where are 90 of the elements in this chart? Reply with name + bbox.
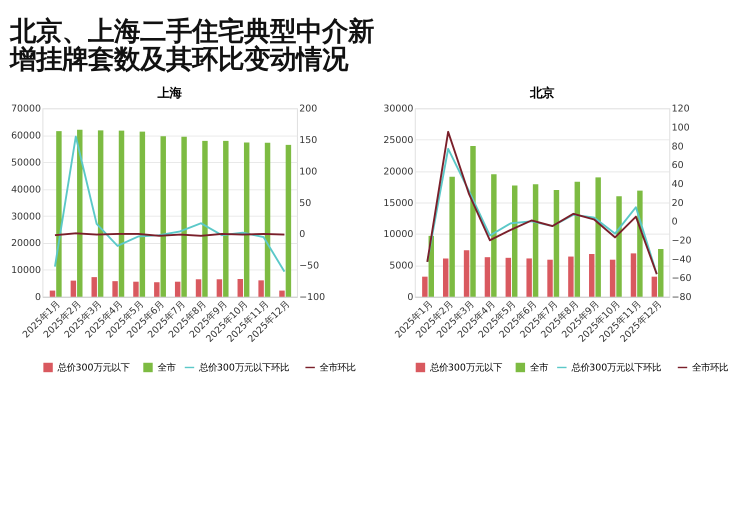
bar (140, 132, 146, 297)
y2-tick-label: 120 (672, 104, 690, 115)
y2-tick-label: 100 (299, 166, 318, 178)
y2-tick-label: 40 (672, 178, 684, 190)
legend-label: 全市环比 (692, 362, 728, 374)
bar (658, 249, 664, 297)
bar (630, 253, 636, 297)
y2-tick-label: 0 (299, 229, 306, 240)
y-tick-label: 70000 (11, 104, 42, 115)
y2-tick-label: −20 (672, 236, 692, 247)
bar (98, 130, 104, 297)
bar (652, 276, 658, 297)
legend-label: 总价300万元以下环比 (570, 362, 662, 374)
bar (442, 258, 448, 297)
bar (112, 281, 118, 297)
bar (286, 144, 292, 297)
bar (56, 131, 62, 297)
y2-tick-label: −100 (299, 292, 326, 304)
y-tick-label: 10000 (383, 229, 414, 240)
legend-label: 总价300万元以下环比 (198, 362, 289, 374)
y-tick-label: 20000 (383, 166, 414, 178)
bar (50, 290, 56, 297)
bar (70, 280, 76, 297)
legend-label: 全市 (157, 362, 176, 374)
bar (484, 257, 490, 297)
y2-tick-label: 20 (672, 198, 684, 209)
bar (77, 130, 83, 297)
bar (244, 142, 250, 297)
y2-tick-label: −50 (299, 260, 320, 272)
y-tick-label: 20000 (11, 238, 42, 250)
bar (196, 279, 202, 297)
bar (422, 276, 428, 297)
line-series (54, 136, 286, 273)
y-tick-label: 30000 (383, 104, 414, 115)
legend-label: 总价300万元以下 (428, 362, 502, 374)
y-tick-label: 10000 (11, 265, 42, 276)
y-tick-label: 15000 (383, 198, 414, 209)
bar (589, 254, 594, 297)
bar (512, 186, 518, 297)
bar (258, 280, 264, 297)
bar (506, 258, 512, 297)
y-tick-label: 0 (407, 292, 414, 304)
bar (160, 136, 166, 297)
bar (238, 279, 243, 297)
y2-tick-label: −40 (672, 254, 692, 266)
y-tick-label: 40000 (11, 184, 42, 196)
bar (154, 282, 160, 297)
bar (133, 282, 139, 297)
bar (554, 190, 560, 297)
bar (547, 260, 553, 297)
y2-tick-label: 200 (299, 104, 318, 115)
bar (616, 196, 622, 297)
bar (174, 282, 180, 297)
y2-tick-label: 50 (299, 198, 312, 209)
bar (216, 279, 222, 297)
bar (526, 258, 532, 297)
y2-tick-label: 100 (672, 122, 690, 134)
y2-tick-label: −60 (672, 273, 692, 284)
bar (181, 136, 187, 297)
bar (595, 177, 601, 297)
bar (491, 174, 497, 297)
text: 北京、上海二手住宅典型中介新增挂牌套数及其环比变动情况 (9, 16, 374, 76)
bar (279, 290, 285, 297)
y2-tick-label: −80 (672, 292, 692, 304)
y2-tick-label: 60 (672, 160, 684, 172)
y-tick-label: 60000 (11, 130, 42, 142)
bar (202, 140, 208, 297)
y-tick-label: 50000 (11, 157, 42, 168)
bar (464, 250, 470, 297)
chart-title: 北京 (529, 86, 554, 100)
bar (449, 176, 455, 297)
bar (223, 140, 229, 297)
y-tick-label: 0 (35, 292, 42, 304)
bar (264, 142, 270, 297)
legend-label: 总价300万元以下 (56, 362, 130, 374)
y-tick-label: 25000 (383, 134, 414, 146)
y-tick-label: 30000 (11, 211, 42, 222)
y2-tick-label: 0 (672, 216, 678, 228)
bar (568, 256, 574, 297)
bar (91, 277, 97, 297)
legend-label: 全市 (530, 362, 548, 374)
chart-title: 上海 (156, 86, 182, 100)
bar (574, 182, 580, 297)
y-tick-label: 5000 (389, 260, 414, 272)
bar (610, 260, 616, 297)
bar (532, 184, 538, 297)
bar (118, 130, 124, 297)
y2-tick-label: 150 (299, 134, 318, 146)
legend-label: 全市环比 (320, 362, 356, 374)
y2-tick-label: 80 (672, 141, 684, 152)
